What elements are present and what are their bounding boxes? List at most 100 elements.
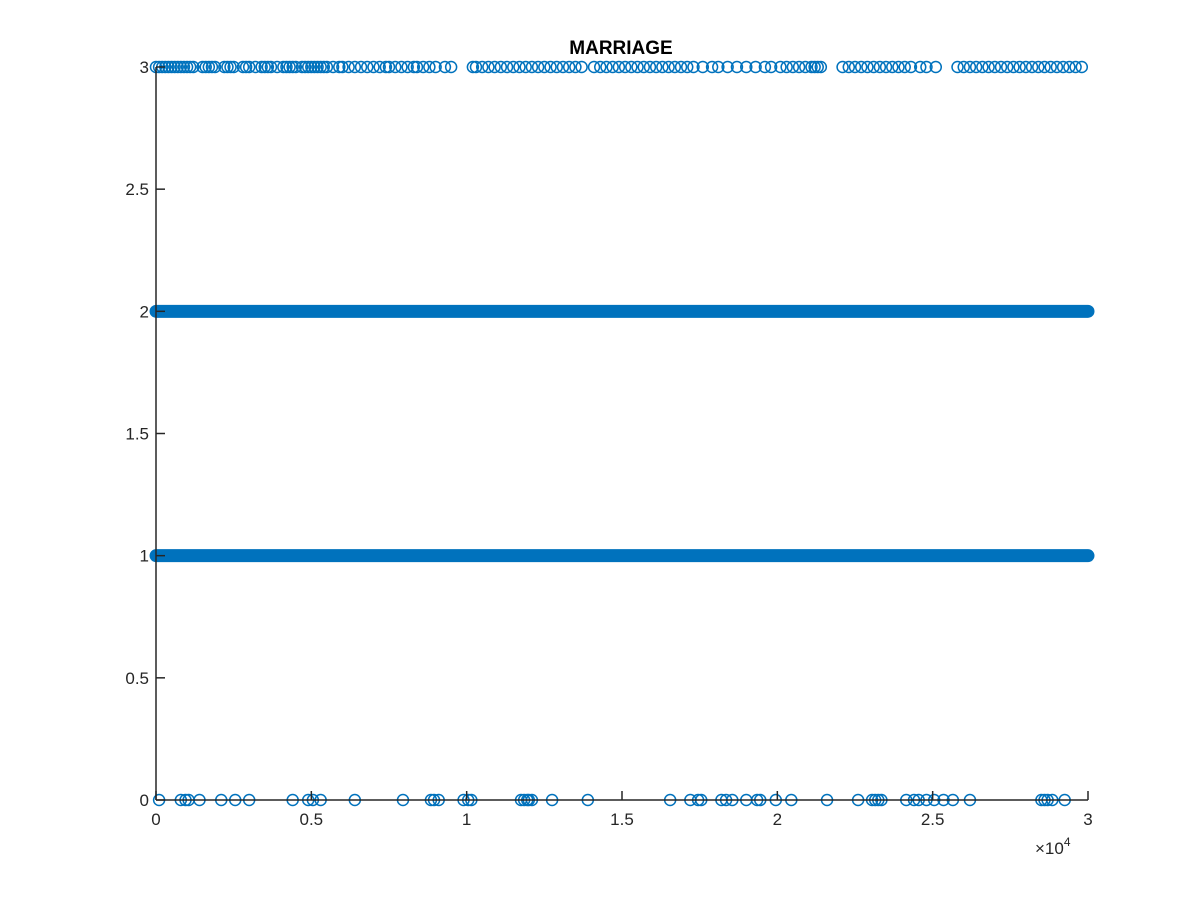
data-point-y3-86 [594,60,607,74]
data-point-y3-87 [600,60,613,74]
data-point-y3-58 [401,60,414,74]
data-point-y3-29 [264,60,278,74]
data-point-y3-64 [438,60,452,74]
data-point-y3-16 [205,60,219,74]
data-point-y3-92 [631,60,644,74]
sparse-markers-layer [149,60,1089,807]
data-point-y3-31 [277,60,290,74]
data-point-y3-115 [799,60,812,74]
data-point-y3-47 [336,60,349,74]
data-point-y3-121 [842,60,856,74]
data-point-y3-91 [625,60,638,74]
x-tick-label-2: 1 [462,810,471,829]
data-point-y3-152 [1056,60,1070,74]
data-point-y3-124 [861,60,874,74]
data-point-y3-88 [606,60,619,74]
data-point-y3-76 [525,60,539,74]
data-point-y3-132 [913,60,927,74]
data-point-y3-74 [513,60,526,74]
x-tick-label-5: 2.5 [921,810,945,829]
data-point-y3-135 [951,60,964,74]
data-point-y3-43 [317,60,331,74]
data-point-y3-41 [311,60,324,74]
data-point-y3-22 [236,60,250,74]
x-tick-label-1: 0.5 [300,810,324,829]
data-point-y3-33 [283,60,296,74]
data-point-y3-117 [808,60,821,74]
y-tick-label-4: 2 [140,302,149,321]
data-point-y3-54 [379,60,393,74]
data-point-y3-18 [218,60,231,74]
data-point-y3-111 [774,60,787,74]
data-point-y3-123 [854,60,868,74]
data-point-y3-26 [255,60,268,74]
data-point-y3-20 [224,60,237,74]
data-point-y3-96 [656,60,669,74]
data-point-y3-131 [904,60,918,74]
x-tick-label-4: 2 [773,810,782,829]
data-point-y3-61 [416,60,430,74]
data-point-y3-145 [1013,60,1026,74]
data-point-y3-129 [892,60,905,74]
data-point-y3-59 [407,60,421,74]
data-point-y3-69 [482,60,495,74]
data-point-y3-102 [696,60,710,74]
data-point-y3-101 [687,60,700,74]
data-point-y3-49 [348,60,362,74]
y-tick-label-1: 0.5 [125,669,149,688]
data-point-y3-118 [811,60,824,74]
y-tick-label-3: 1.5 [125,425,149,444]
data-point-y3-30 [270,60,284,74]
data-point-y3-90 [618,60,632,74]
data-point-y3-103 [705,60,719,74]
data-point-y3-55 [382,60,396,74]
data-point-y3-63 [429,60,442,74]
data-point-y3-72 [500,60,514,74]
x-exponent-prefix: ×10 [1035,839,1064,858]
dense-markers-layer [149,304,1095,563]
data-point-y3-84 [575,60,588,74]
data-point-y3-66 [466,60,480,74]
data-point-y3-21 [227,60,240,74]
data-point-y3-67 [469,60,483,74]
data-point-y3-46 [333,60,346,74]
data-point-y3-52 [367,60,380,74]
data-point-y3-73 [507,60,520,74]
data-point-y3-151 [1050,60,1064,74]
data-point-y3-45 [326,60,340,74]
y-tick-label-2: 1 [140,547,149,566]
data-point-y3-95 [649,60,663,74]
data-point-y3-34 [286,60,299,74]
data-point-y3-98 [668,60,682,74]
data-point-y3-126 [873,60,887,74]
data-point-y3-106 [730,60,744,74]
data-point-y3-10 [180,60,194,74]
data-point-y3-42 [314,60,327,74]
data-point-y3-56 [388,60,402,74]
data-point-y3-70 [488,60,501,74]
data-point-y3-14 [199,60,212,74]
x-tick-label-3: 1.5 [610,810,634,829]
data-point-y3-13 [196,60,209,74]
x-ticks: 0 0.5 1 1.5 2 2.5 3 [151,791,1093,829]
data-point-y3-79 [544,60,557,74]
data-point-y3-143 [1000,60,1014,74]
y-tick-label-0: 0 [140,791,149,810]
data-point-y3-128 [886,60,899,74]
data-point-y3-57 [395,60,408,74]
data-point-y3-78 [538,60,551,74]
data-point-y3-137 [963,60,977,74]
data-point-y3-112 [780,60,793,74]
data-point-y3-68 [475,60,489,74]
data-point-y3-99 [674,60,688,74]
data-point-y3-97 [662,60,675,74]
data-point-y3-134 [929,60,943,74]
data-point-y3-37 [298,60,312,74]
data-point-y3-146 [1019,60,1033,74]
data-point-y3-71 [494,60,508,74]
data-point-y3-17 [208,60,222,74]
data-point-y3-48 [342,60,355,74]
data-point-y3-141 [988,60,1002,74]
data-point-y3-109 [758,60,772,74]
data-point-y3-139 [976,60,989,74]
